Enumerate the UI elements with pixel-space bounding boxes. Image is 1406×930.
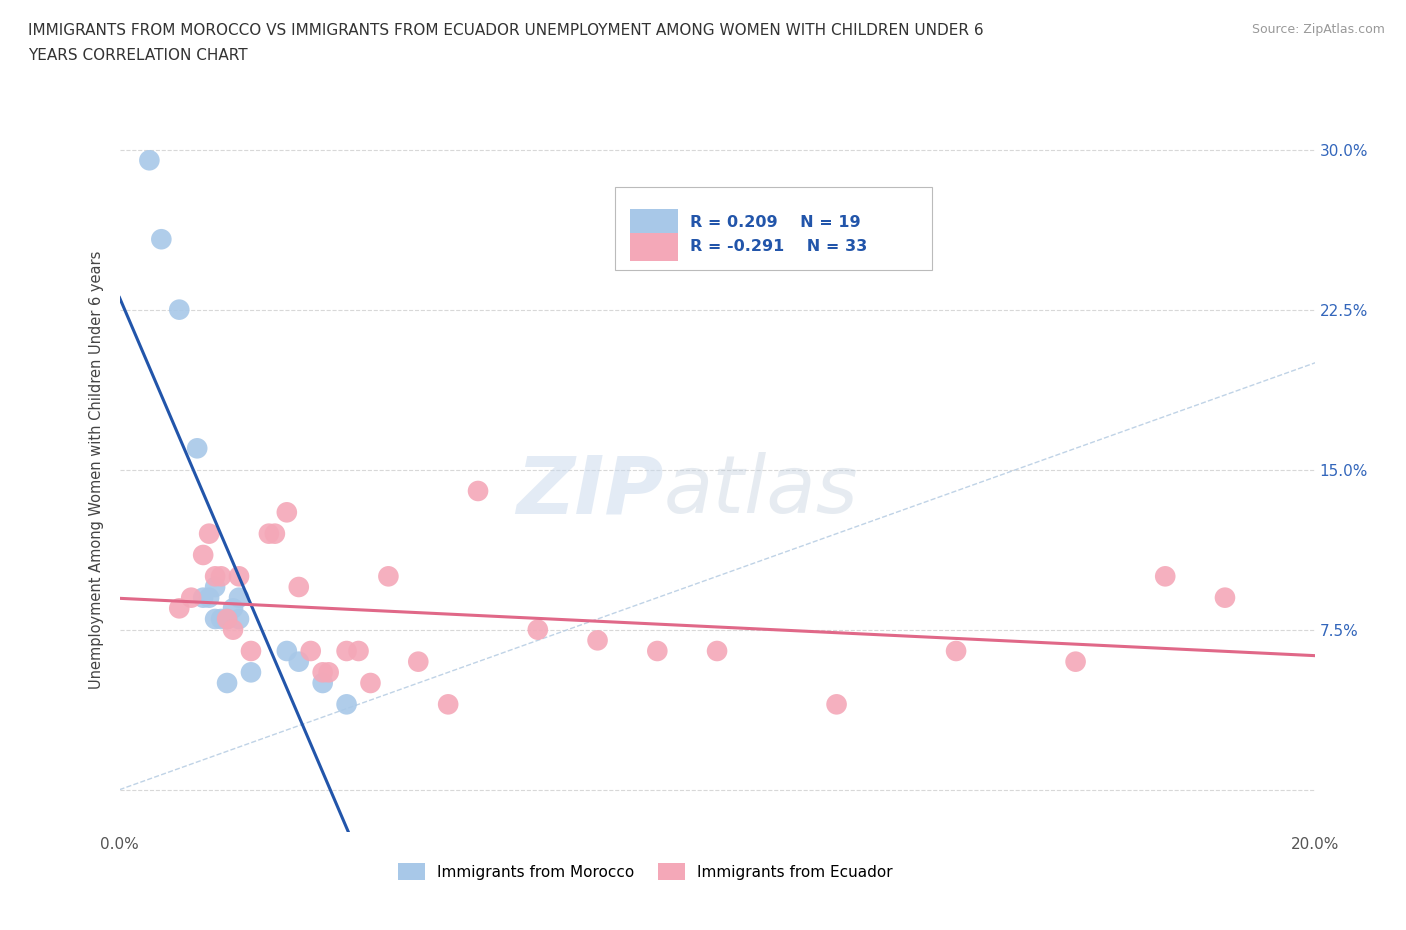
Point [347, 644, 370, 658]
Point [209, 612, 232, 627]
Point [647, 644, 669, 658]
Text: IMMIGRANTS FROM MOROCCO VS IMMIGRANTS FROM ECUADOR UNEMPLOYMENT AMONG WOMEN WITH: IMMIGRANTS FROM MOROCCO VS IMMIGRANTS FR… [28, 23, 984, 38]
Point [204, 579, 226, 594]
Point [825, 697, 848, 711]
Text: ZIP: ZIP [516, 452, 664, 530]
Point [180, 591, 202, 605]
Point [209, 569, 232, 584]
Point [204, 612, 226, 627]
Point [706, 644, 728, 658]
Point [945, 644, 967, 658]
FancyBboxPatch shape [616, 187, 932, 271]
Point [228, 612, 250, 627]
Point [186, 441, 208, 456]
Point [1064, 654, 1087, 669]
Point [377, 569, 399, 584]
Point [222, 622, 245, 637]
Point [312, 675, 335, 690]
Point [257, 526, 280, 541]
Point [527, 622, 550, 637]
Point [264, 526, 287, 541]
Point [437, 697, 460, 711]
Point [204, 569, 226, 584]
Text: Source: ZipAtlas.com: Source: ZipAtlas.com [1251, 23, 1385, 36]
Text: atlas: atlas [664, 452, 858, 530]
Point [191, 591, 215, 605]
FancyBboxPatch shape [630, 233, 678, 260]
Text: R = 0.209    N = 19: R = 0.209 N = 19 [689, 215, 860, 230]
Point [239, 665, 263, 680]
Point [276, 644, 298, 658]
Point [467, 484, 489, 498]
Legend: Immigrants from Morocco, Immigrants from Ecuador: Immigrants from Morocco, Immigrants from… [392, 857, 898, 886]
Point [228, 591, 250, 605]
Point [228, 569, 250, 584]
Text: R = -0.291    N = 33: R = -0.291 N = 33 [689, 239, 868, 254]
Point [288, 579, 311, 594]
Point [138, 153, 160, 167]
Point [169, 601, 191, 616]
Point [1154, 569, 1177, 584]
FancyBboxPatch shape [630, 209, 678, 236]
Point [318, 665, 340, 680]
Point [217, 675, 239, 690]
Point [586, 633, 609, 648]
Point [217, 612, 239, 627]
Point [1213, 591, 1236, 605]
Point [288, 654, 311, 669]
Point [198, 591, 221, 605]
Point [336, 644, 357, 658]
Point [191, 548, 215, 563]
Text: YEARS CORRELATION CHART: YEARS CORRELATION CHART [28, 48, 247, 63]
Point [276, 505, 298, 520]
Point [336, 697, 357, 711]
Y-axis label: Unemployment Among Women with Children Under 6 years: Unemployment Among Women with Children U… [89, 250, 104, 689]
Point [217, 612, 239, 627]
Point [360, 675, 382, 690]
Point [222, 601, 245, 616]
Point [239, 644, 263, 658]
Point [408, 654, 430, 669]
Point [299, 644, 322, 658]
Point [150, 232, 173, 246]
Point [312, 665, 335, 680]
Point [169, 302, 191, 317]
Point [198, 526, 221, 541]
